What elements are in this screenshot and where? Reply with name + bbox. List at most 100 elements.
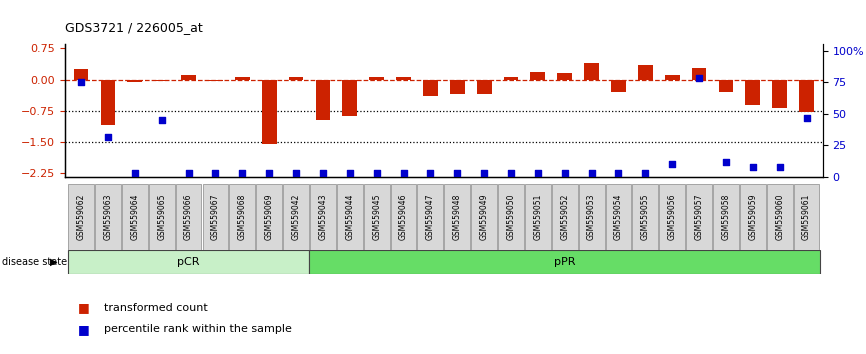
- Point: [638, 170, 652, 176]
- Bar: [686, 184, 712, 250]
- Bar: [746, 80, 760, 105]
- Bar: [766, 184, 792, 250]
- Point: [289, 170, 303, 176]
- Bar: [337, 184, 363, 250]
- Point: [558, 170, 572, 176]
- Bar: [740, 184, 766, 250]
- Bar: [638, 65, 653, 80]
- Bar: [149, 184, 175, 250]
- Bar: [423, 80, 438, 96]
- Bar: [665, 75, 680, 80]
- Point: [477, 170, 491, 176]
- Text: GSM559047: GSM559047: [426, 194, 435, 240]
- Text: GSM559064: GSM559064: [130, 194, 139, 240]
- Point: [236, 170, 249, 176]
- Bar: [315, 80, 330, 120]
- Text: disease state: disease state: [2, 257, 67, 267]
- Bar: [504, 78, 519, 80]
- Point: [128, 170, 142, 176]
- Bar: [799, 80, 814, 112]
- Bar: [552, 184, 578, 250]
- Text: GSM559042: GSM559042: [292, 194, 301, 240]
- Bar: [154, 80, 169, 81]
- Text: GDS3721 / 226005_at: GDS3721 / 226005_at: [65, 21, 203, 34]
- Point: [182, 170, 196, 176]
- Bar: [471, 184, 497, 250]
- Text: GSM559053: GSM559053: [587, 194, 596, 240]
- Bar: [525, 184, 551, 250]
- Point: [531, 170, 545, 176]
- Bar: [578, 184, 604, 250]
- Bar: [449, 80, 465, 94]
- Bar: [605, 184, 631, 250]
- Text: GSM559052: GSM559052: [560, 194, 569, 240]
- Bar: [122, 184, 148, 250]
- Point: [397, 170, 410, 176]
- Bar: [262, 80, 276, 144]
- Bar: [95, 184, 121, 250]
- Bar: [417, 184, 443, 250]
- Bar: [100, 80, 115, 125]
- Bar: [391, 184, 417, 250]
- Point: [370, 170, 384, 176]
- Point: [611, 170, 625, 176]
- Text: pPR: pPR: [554, 257, 576, 267]
- Text: GSM559056: GSM559056: [668, 194, 676, 240]
- Bar: [181, 75, 196, 80]
- Bar: [68, 250, 309, 274]
- Text: GSM559055: GSM559055: [641, 194, 650, 240]
- Bar: [203, 184, 229, 250]
- Point: [665, 161, 679, 167]
- Text: GSM559061: GSM559061: [802, 194, 811, 240]
- Bar: [208, 80, 223, 81]
- Point: [316, 170, 330, 176]
- Point: [101, 134, 115, 139]
- Text: percentile rank within the sample: percentile rank within the sample: [104, 324, 292, 334]
- Text: GSM559043: GSM559043: [319, 194, 327, 240]
- Text: GSM559050: GSM559050: [507, 194, 515, 240]
- Text: GSM559069: GSM559069: [265, 194, 274, 240]
- Text: GSM559063: GSM559063: [103, 194, 113, 240]
- Bar: [288, 76, 303, 80]
- Bar: [585, 63, 599, 80]
- Point: [450, 170, 464, 176]
- Text: GSM559049: GSM559049: [480, 194, 488, 240]
- Bar: [283, 184, 309, 250]
- Text: transformed count: transformed count: [104, 303, 208, 313]
- Bar: [719, 80, 734, 92]
- Text: GSM559062: GSM559062: [76, 194, 86, 240]
- Bar: [444, 184, 470, 250]
- Bar: [659, 184, 685, 250]
- Text: ■: ■: [78, 302, 90, 314]
- Point: [343, 170, 357, 176]
- Text: GSM559045: GSM559045: [372, 194, 381, 240]
- Bar: [229, 184, 255, 250]
- Point: [719, 159, 733, 165]
- Bar: [342, 80, 357, 116]
- Text: GSM559065: GSM559065: [158, 194, 166, 240]
- Bar: [498, 184, 524, 250]
- Bar: [692, 68, 707, 80]
- Text: GSM559044: GSM559044: [346, 194, 354, 240]
- Point: [423, 170, 437, 176]
- Bar: [632, 184, 658, 250]
- Point: [746, 164, 759, 170]
- Point: [504, 170, 518, 176]
- Bar: [256, 184, 282, 250]
- Bar: [74, 69, 88, 80]
- Bar: [793, 184, 819, 250]
- Bar: [369, 78, 384, 80]
- Bar: [176, 184, 202, 250]
- Bar: [477, 80, 492, 94]
- Point: [74, 79, 88, 85]
- Text: pCR: pCR: [178, 257, 200, 267]
- Bar: [611, 80, 626, 92]
- Point: [799, 115, 813, 120]
- Bar: [310, 184, 336, 250]
- Text: GSM559054: GSM559054: [614, 194, 623, 240]
- Bar: [772, 80, 787, 108]
- Text: GSM559066: GSM559066: [184, 194, 193, 240]
- Text: ▶: ▶: [50, 257, 58, 267]
- Point: [155, 117, 169, 123]
- Bar: [558, 73, 572, 80]
